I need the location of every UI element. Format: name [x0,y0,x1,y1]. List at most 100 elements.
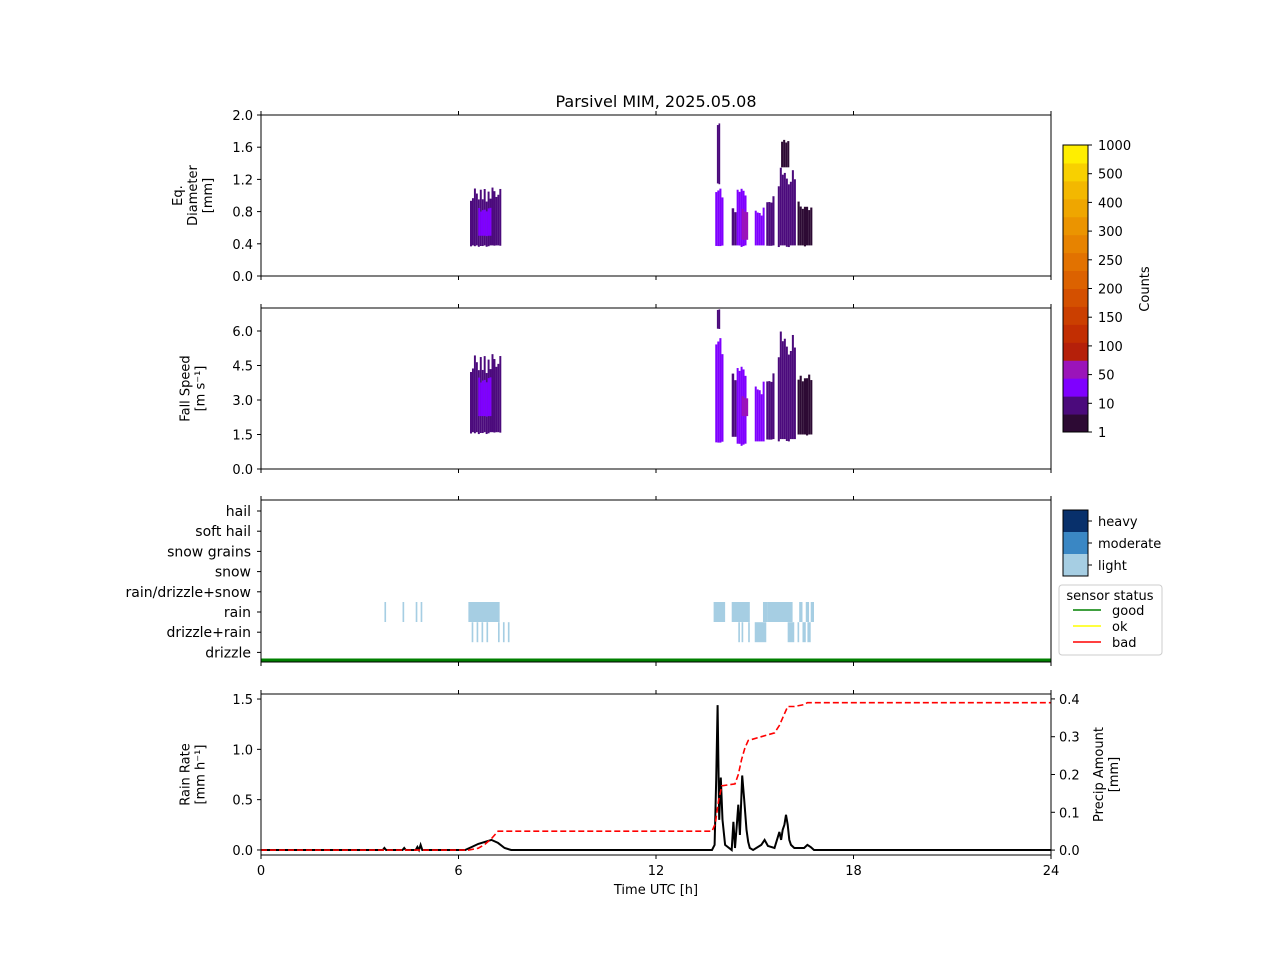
category-mark [486,622,489,643]
xtick-label-3: 18 [845,864,862,879]
diameter-cell [736,189,739,246]
fallspeed-cell [489,377,492,417]
diameter-cell [801,208,804,246]
fallspeed-ytick-label-4: 6.0 [232,325,253,340]
category-mark [787,622,795,643]
fallspeed-ytick-label-3: 4.5 [232,360,253,375]
status-legend-box [1058,584,1163,656]
colorbar-bin [1063,180,1088,200]
precip-ytick-label-1: 0.1 [1059,806,1080,821]
colorbar-tick-label-9: 500 [1098,168,1123,183]
fallspeed-cell [480,382,483,417]
category-label-5: rain [224,605,251,621]
diameter-cell [803,206,807,247]
fallspeed-cell [493,359,496,433]
colorbar-tick-label-2: 50 [1098,369,1115,384]
fallspeed-cell [485,382,488,417]
fallspeed-cell [797,379,800,435]
colorbar-bin [1063,145,1088,164]
fallspeed-ylabel-line-0: Fall Speed [179,355,194,421]
diameter-cell [480,211,483,236]
fallspeed-cell [799,375,802,435]
x-axis-label: Time UTC [h] [613,883,698,898]
category-mark [748,622,750,643]
category-label-7: drizzle [205,645,251,661]
colorbar-tick-label-0: 1 [1098,426,1106,441]
fallspeed-cell [779,331,782,440]
fallspeed-cell [717,341,720,443]
category-mark [384,602,387,622]
fallspeed-ytick-label-2: 3.0 [232,394,253,409]
precip-ytick-label-0: 0.0 [1059,844,1080,859]
fallspeed-cell [483,379,486,417]
diameter-cell [777,186,780,248]
category-mark [507,622,510,643]
diameter-cell [799,206,802,246]
diameter-cell [485,211,488,237]
diameter-ylabel-line-1: Diameter [186,165,201,226]
fallspeed-cell [734,380,737,437]
rainrate-ytick-label-1: 0.5 [232,794,253,809]
xtick-label-1: 6 [454,864,462,879]
fallspeed-cell [741,396,744,417]
diameter-cell [493,191,496,246]
diameter-cell [487,208,490,236]
diameter-cell [758,213,761,246]
diameter-ytick-label-3: 1.2 [232,173,253,188]
fallspeed-cell [803,378,807,435]
fallspeed-cell [762,381,765,442]
colorbar-bin [1063,414,1088,433]
category-label-2: snow grains [167,544,251,560]
precip-ytick-label-4: 0.4 [1059,693,1080,708]
intensity-swatch-heavy [1063,510,1088,532]
diameter-cell [473,188,476,247]
diameter-cell [766,202,769,246]
fallspeed-cell [770,381,773,440]
category-mark [810,602,814,622]
diameter-cell [741,208,744,240]
category-frame [260,499,1052,663]
intensity-frame [1062,509,1089,577]
diameter-frame [260,114,1052,277]
diameter-cell [762,207,765,246]
fallspeed-cell [743,398,746,417]
colorbar-bin [1063,288,1088,307]
diameter-cell [793,179,796,246]
diameter-cell [779,167,782,246]
diameter-cell [491,187,494,246]
category-mark [402,602,405,622]
xtick-label-4: 24 [1043,864,1060,879]
precip-ylabel-line-1: [mm] [1107,757,1122,792]
diameter-ytick-label-1: 0.4 [232,238,253,253]
fallspeed-cell [497,363,500,433]
colorbar-tick-label-10: 1000 [1098,139,1131,154]
rainrate-ytick-label-2: 1.0 [232,743,253,758]
fallspeed-cell [754,386,757,442]
fallspeed-cell [768,381,771,440]
colorbar-label: Counts [1138,266,1153,312]
colorbar-bin [1063,270,1088,289]
category-label-1: soft hail [195,524,251,540]
colorbar-tick-label-1: 10 [1098,397,1115,412]
intensity-label-moderate: moderate [1098,537,1161,552]
status-legend-label-good: good [1112,604,1144,619]
diameter-cell [787,184,790,248]
fallspeed-cell [475,362,478,433]
diameter-ytick-label-0: 0.0 [232,270,253,285]
colorbar-bin [1063,252,1088,272]
intensity-swatch-moderate [1063,532,1088,554]
category-label-3: snow [215,565,251,581]
fallspeed-cell [787,354,790,442]
category-mark [754,622,767,643]
diameter-cell [489,207,492,236]
category-mark [468,602,500,622]
fallspeed-cell [801,381,804,435]
diameter-cell [760,215,763,246]
category-label-0: hail [226,504,251,520]
colorbar-bin [1063,306,1088,325]
fallspeed-cell [482,380,484,417]
status-legend-label-ok: ok [1112,620,1128,635]
colorbar-bin [1063,396,1088,415]
category-mark [802,622,806,643]
